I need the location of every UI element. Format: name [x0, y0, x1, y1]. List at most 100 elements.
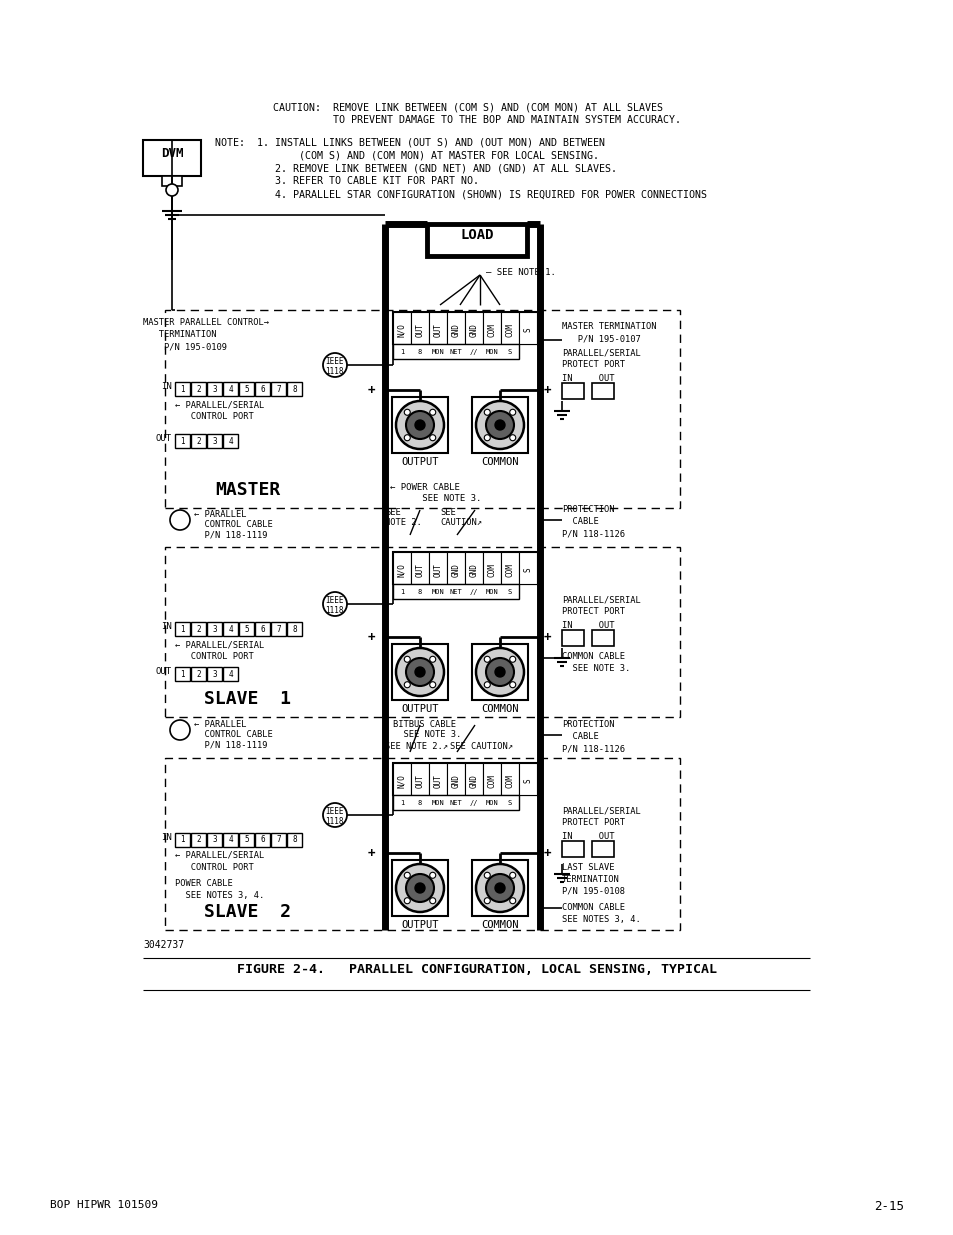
Bar — [223, 622, 237, 636]
Circle shape — [323, 592, 347, 616]
Bar — [287, 622, 302, 636]
Circle shape — [415, 667, 424, 677]
Bar — [464, 763, 482, 795]
Bar — [393, 312, 537, 345]
Circle shape — [415, 883, 424, 893]
Text: NET: NET — [449, 350, 462, 354]
Circle shape — [395, 648, 443, 697]
Text: GND: GND — [469, 774, 478, 788]
Text: IN     OUT: IN OUT — [561, 374, 614, 383]
Bar — [174, 433, 190, 448]
Text: OUT: OUT — [433, 563, 442, 577]
Circle shape — [170, 510, 190, 530]
Text: CAUTION:  REMOVE LINK BETWEEN (COM S) AND (COM MON) AT ALL SLAVES: CAUTION: REMOVE LINK BETWEEN (COM S) AND… — [273, 103, 662, 112]
Text: 2: 2 — [196, 836, 200, 845]
Text: IEEE: IEEE — [325, 357, 343, 366]
Text: 5: 5 — [244, 625, 249, 634]
Text: ← PARALLEL/SERIAL: ← PARALLEL/SERIAL — [174, 400, 264, 409]
Text: 3: 3 — [212, 669, 216, 678]
Bar — [191, 832, 206, 847]
Text: OUT: OUT — [155, 667, 172, 676]
Circle shape — [509, 682, 516, 688]
Text: 1118: 1118 — [325, 818, 343, 826]
Circle shape — [323, 353, 347, 377]
Text: SEE: SEE — [385, 508, 400, 517]
Text: 1: 1 — [180, 384, 185, 394]
Text: CABLE: CABLE — [561, 517, 598, 526]
Text: MON: MON — [431, 350, 444, 354]
Circle shape — [429, 409, 436, 415]
Bar — [207, 382, 222, 396]
Text: //: // — [469, 350, 477, 354]
Circle shape — [476, 864, 523, 911]
Text: P/N 118-1126: P/N 118-1126 — [561, 743, 624, 753]
Text: 1: 1 — [399, 800, 404, 806]
Bar — [427, 224, 526, 256]
Bar — [447, 552, 464, 584]
Bar — [464, 312, 482, 345]
Text: 4: 4 — [228, 625, 233, 634]
Bar — [411, 552, 429, 584]
Bar — [464, 552, 482, 584]
Circle shape — [404, 898, 410, 904]
Text: OUT: OUT — [416, 563, 424, 577]
Bar — [239, 832, 253, 847]
Bar — [207, 832, 222, 847]
Text: SEE: SEE — [439, 508, 456, 517]
Text: +: + — [367, 384, 375, 396]
Text: CONTROL PORT: CONTROL PORT — [174, 652, 253, 661]
Text: COM: COM — [487, 774, 496, 788]
Text: COM: COM — [487, 324, 496, 337]
Text: ← PARALLEL: ← PARALLEL — [193, 720, 246, 729]
Bar — [592, 383, 614, 399]
Text: OUT: OUT — [416, 324, 424, 337]
Bar — [165, 310, 679, 508]
Text: SEE NOTE 3.: SEE NOTE 3. — [390, 494, 481, 503]
Text: ← PARALLEL/SERIAL: ← PARALLEL/SERIAL — [174, 640, 264, 650]
Text: POWER CABLE: POWER CABLE — [174, 879, 233, 888]
Text: PARALLEL/SERIAL: PARALLEL/SERIAL — [561, 348, 640, 357]
Text: NOTE 2.: NOTE 2. — [385, 517, 421, 527]
Text: DVM: DVM — [161, 147, 183, 159]
Text: PROTECT PORT: PROTECT PORT — [561, 606, 624, 616]
Bar — [393, 763, 537, 795]
Text: NET: NET — [449, 589, 462, 595]
Bar — [271, 832, 286, 847]
Text: MASTER PARALLEL CONTROL→: MASTER PARALLEL CONTROL→ — [143, 317, 269, 327]
Text: — SEE NOTE 1.: — SEE NOTE 1. — [485, 268, 556, 277]
Bar — [393, 345, 518, 359]
Text: 4. PARALLEL STAR CONFIGURATION (SHOWN) IS REQUIRED FOR POWER CONNECTIONS: 4. PARALLEL STAR CONFIGURATION (SHOWN) I… — [214, 189, 706, 199]
Circle shape — [485, 658, 514, 685]
Circle shape — [406, 411, 434, 438]
Text: N/O: N/O — [397, 774, 406, 788]
Text: 2-15: 2-15 — [873, 1200, 903, 1213]
Text: GND: GND — [469, 563, 478, 577]
Bar — [411, 763, 429, 795]
Text: COM: COM — [505, 563, 514, 577]
Bar — [162, 177, 182, 186]
Bar — [191, 382, 206, 396]
Bar — [472, 643, 527, 700]
Text: GND: GND — [451, 563, 460, 577]
Text: SEE NOTE 3.: SEE NOTE 3. — [393, 730, 460, 739]
Circle shape — [484, 656, 490, 662]
Bar — [592, 630, 614, 646]
Text: 8: 8 — [292, 836, 296, 845]
Text: MON: MON — [485, 350, 497, 354]
Circle shape — [406, 658, 434, 685]
Bar — [239, 382, 253, 396]
Text: S: S — [507, 800, 512, 806]
Bar — [393, 795, 518, 810]
Text: OUTPUT: OUTPUT — [401, 457, 438, 467]
Text: 2: 2 — [196, 625, 200, 634]
Circle shape — [495, 883, 504, 893]
Bar — [223, 382, 237, 396]
Bar — [207, 433, 222, 448]
Text: CONTROL PORT: CONTROL PORT — [174, 412, 253, 421]
Text: TERMINATION: TERMINATION — [143, 330, 216, 338]
Text: 7: 7 — [276, 836, 280, 845]
Text: MON: MON — [485, 589, 497, 595]
Circle shape — [406, 874, 434, 902]
Text: OUT: OUT — [433, 774, 442, 788]
Text: TERMINATION: TERMINATION — [561, 876, 619, 884]
